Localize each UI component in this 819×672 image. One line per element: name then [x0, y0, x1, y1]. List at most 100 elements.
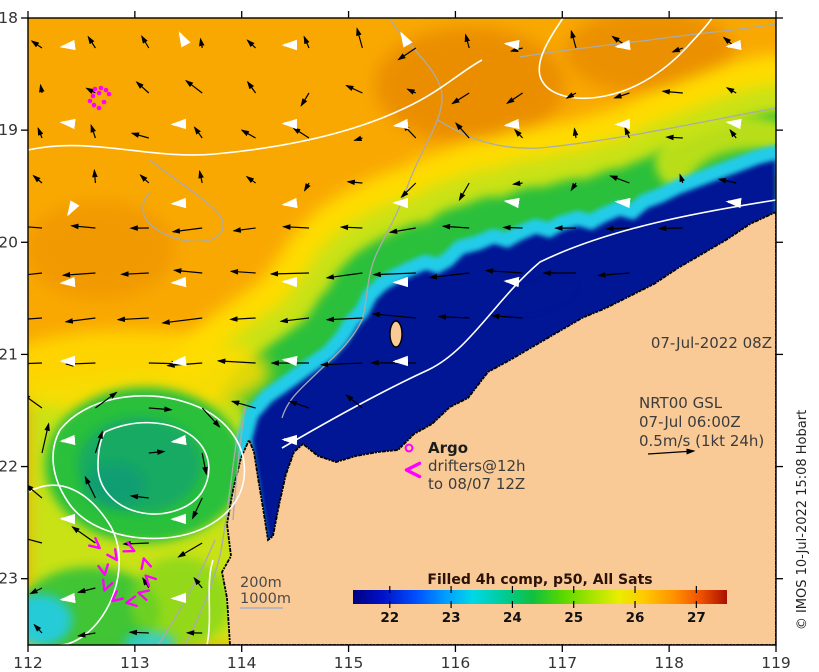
current-arrow [230, 400, 256, 409]
current-arrow-white [503, 118, 520, 130]
current-arrow [28, 226, 43, 229]
current-arrow [148, 449, 166, 455]
sst-cold-patch [124, 631, 176, 645]
current-arrow-white [59, 118, 76, 130]
current-arrow [64, 317, 96, 324]
current-arrow-white [503, 197, 520, 209]
current-arrow [437, 314, 470, 320]
map-datetime: 07-Jul-2022 08Z [651, 334, 772, 352]
colorbar: Filled 4h comp, p50, All Sats 22 23 24 25 26… [353, 572, 727, 626]
current-arrow-white [503, 276, 520, 288]
current-arrow [240, 129, 256, 139]
current-arrow [565, 92, 577, 99]
current-arrow [84, 475, 96, 499]
drifter-legend-line1: drifters@12h [428, 457, 526, 475]
current-arrow [605, 225, 630, 232]
current-arrow [356, 27, 363, 49]
current-arrow [303, 182, 311, 192]
vector-legend-line1: NRT00 GSL [639, 394, 723, 412]
current-arrow [400, 182, 417, 199]
x-axis-label: 117 [547, 654, 577, 672]
current-arrow [303, 35, 310, 49]
map-frame [27, 17, 777, 646]
current-arrow [193, 576, 203, 589]
current-arrow [665, 134, 683, 141]
current-arrow [246, 80, 257, 94]
current-arrow [300, 92, 310, 107]
current-arrow [729, 128, 737, 139]
argo-marker-icon [404, 443, 414, 453]
vector-legend-line3: 0.5m/s (1kt 24h) [639, 432, 764, 450]
current-arrow [28, 272, 43, 276]
vector-legend-line2: 07-Jul 06:00Z [639, 413, 741, 431]
x-axis-label: 118 [654, 654, 684, 672]
sst-hot-patch [28, 202, 175, 298]
current-arrow [490, 313, 523, 320]
current-arrow [29, 587, 43, 595]
sst-cold-filament [503, 277, 577, 315]
current-arrow [87, 35, 96, 49]
current-arrow [388, 227, 416, 234]
current-arrow [201, 452, 208, 476]
colorbar-tick-label: 25 [564, 610, 583, 626]
argo-track-dot [96, 90, 102, 96]
drifter-legend-line2: to 08/07 12Z [428, 475, 525, 493]
current-arrow-white [503, 39, 520, 51]
current-arrow [325, 272, 363, 280]
current-arrow [345, 394, 363, 409]
y-axis-label: -22 [0, 458, 18, 476]
scale-arrow-icon [647, 448, 696, 455]
current-arrow [246, 39, 257, 49]
current-arrow [406, 88, 417, 95]
axis-labels: 112 113 114 115 116 117 118 119 -18 -19 -20 -21 -22 -… [0, 9, 791, 672]
current-arrow [142, 576, 150, 589]
colorbar-tick-label: 23 [442, 610, 461, 626]
depth-label-1000m: 1000m [240, 591, 291, 607]
current-arrow [71, 526, 96, 544]
current-arrow [269, 271, 310, 277]
current-arrow [193, 126, 203, 139]
colorbar-ticks: 22 23 24 25 26 27 [380, 586, 706, 626]
current-arrow-white [392, 118, 409, 130]
current-arrow [201, 407, 221, 428]
current-arrow-white [725, 197, 742, 209]
current-arrow [319, 361, 363, 368]
current-arrow [661, 89, 683, 95]
current-arrow [85, 87, 96, 95]
current-arrow [279, 317, 310, 324]
current-arrow [28, 536, 43, 544]
colorbar-tick-label: 27 [687, 610, 706, 626]
current-arrow [116, 316, 149, 323]
argo-track-dot [87, 98, 93, 104]
colorbar-tick-label: 22 [380, 610, 399, 626]
argo-track-dot [106, 91, 112, 97]
land-australia [221, 211, 776, 645]
current-arrow [372, 271, 416, 278]
current-arrow [679, 173, 685, 184]
current-arrow [572, 127, 579, 139]
current-arrow [451, 92, 470, 105]
current-arrow [609, 175, 630, 184]
current-arrow [120, 271, 149, 277]
current-arrow-white [614, 39, 631, 51]
current-vectors-black [28, 27, 737, 638]
current-arrow [184, 79, 203, 94]
sst-band-yellow [28, 330, 270, 414]
current-arrow-white [59, 434, 76, 446]
y-axis-label: -21 [0, 345, 18, 363]
current-arrow [30, 40, 43, 49]
current-arrow-white [170, 355, 187, 367]
x-axis-label: 115 [334, 654, 364, 672]
current-arrow [613, 92, 630, 99]
current-arrow [428, 272, 470, 280]
argo-track-dot [90, 93, 96, 99]
current-arrow [216, 358, 256, 365]
current-arrow [458, 182, 470, 202]
current-arrow [397, 47, 417, 61]
sst-hot-patch [565, 18, 735, 94]
current-arrow [725, 87, 737, 94]
current-arrow [232, 227, 256, 233]
x-axis-label: 114 [227, 654, 257, 672]
argo-track-dot [101, 99, 107, 105]
